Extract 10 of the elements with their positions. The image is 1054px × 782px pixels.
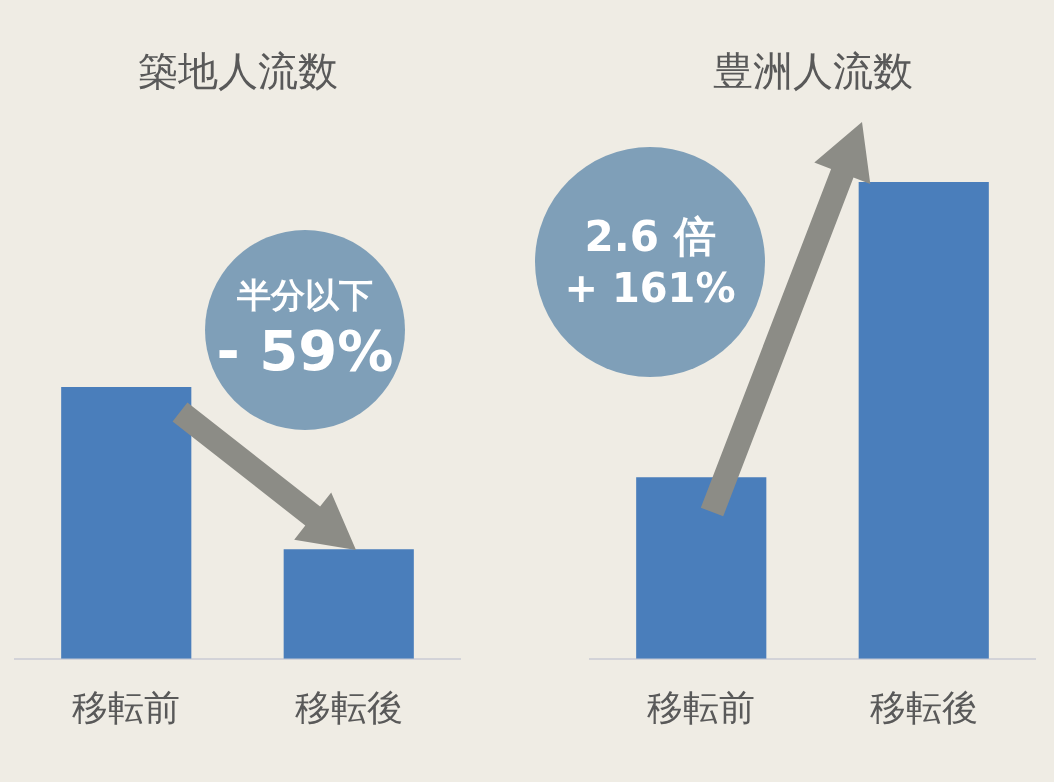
x-tick-label: 移転後 [869,686,978,728]
x-tick-label: 移転前 [72,686,181,728]
circle-badge: 2.6 倍 + 161% [535,147,765,377]
chart-title: 豊洲人流数 [712,48,913,95]
chart-title: 築地人流数 [137,48,338,95]
annotation: + 161% [564,264,736,314]
circle-badge: 半分以下 - 59% [205,230,405,430]
x-tick-label: 移転後 [294,686,403,728]
x-tick-label: 移転前 [647,686,756,728]
annotation: 2.6 倍 [584,210,716,263]
